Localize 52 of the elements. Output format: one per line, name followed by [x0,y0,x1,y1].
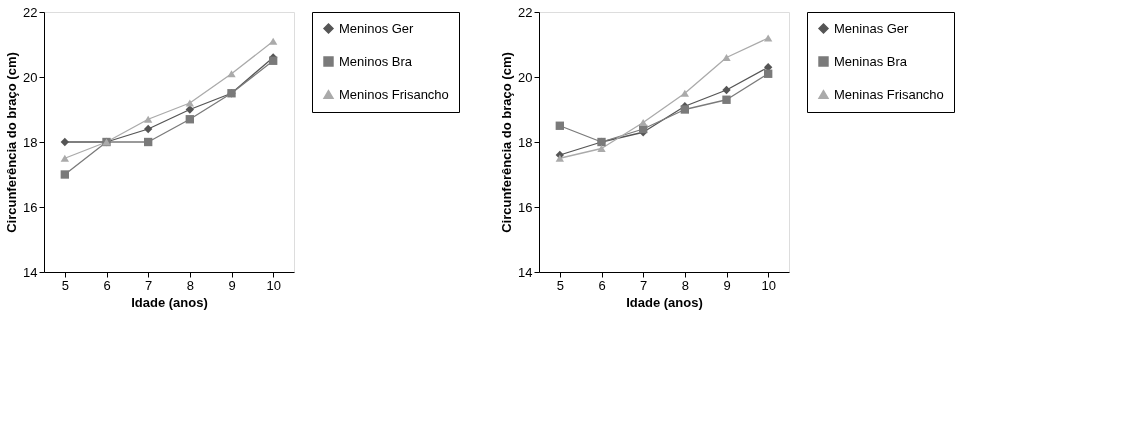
point [143,115,153,123]
point [60,170,70,179]
point [185,115,195,124]
point [722,53,731,62]
x-axis-title: Idade (anos) [131,294,208,310]
x-tick-label: 7 [640,277,648,293]
y-tick-label: 20 [518,69,533,85]
point [597,144,606,153]
x-tick-label: 6 [598,277,606,293]
legend-label: Meninas Bra [834,53,908,69]
y-tick-label: 14 [23,264,38,280]
point [638,118,648,127]
point [143,124,153,134]
point [60,154,70,162]
y-tick-label: 16 [23,199,38,215]
x-tick-label: 9 [723,277,731,293]
legend-label: Meninas Ger [834,20,910,36]
point [555,154,565,162]
y-tick-label: 14 [518,264,533,280]
legend-label: Meninos Ger [339,20,415,36]
legend-label: Meninas Frisancho [834,86,944,102]
y-tick-label: 22 [518,4,533,20]
y-axis-title: Circunferência do braço (cm) [4,52,20,233]
y-axis-title: Circunferência do braço (cm) [499,52,515,233]
x-tick-label: 8 [681,277,689,293]
x-tick-label: 10 [761,277,776,293]
x-tick-label: 5 [556,277,564,293]
point [268,37,278,45]
point [763,34,773,42]
y-tick-label: 18 [518,134,533,150]
point [555,121,565,130]
y-tick-label: 22 [23,4,38,20]
legend-label: Meninos Bra [339,53,413,69]
point [185,99,195,107]
point [722,85,731,95]
point [763,69,773,78]
x-tick-label: 8 [186,277,194,293]
point [143,137,153,147]
point [60,137,70,147]
y-tick-label: 18 [23,134,38,150]
x-axis-title: Idade (anos) [626,294,703,310]
x-tick-label: 10 [266,277,281,293]
point [680,89,690,97]
legend-label: Meninos Frisancho [339,86,449,102]
point [227,70,236,78]
x-tick-label: 7 [145,277,153,293]
x-tick-label: 9 [228,277,236,293]
x-tick-label: 6 [103,277,111,293]
x-tick-label: 5 [61,277,69,293]
y-tick-label: 20 [23,69,38,85]
y-tick-label: 16 [518,199,533,215]
point [722,95,731,104]
